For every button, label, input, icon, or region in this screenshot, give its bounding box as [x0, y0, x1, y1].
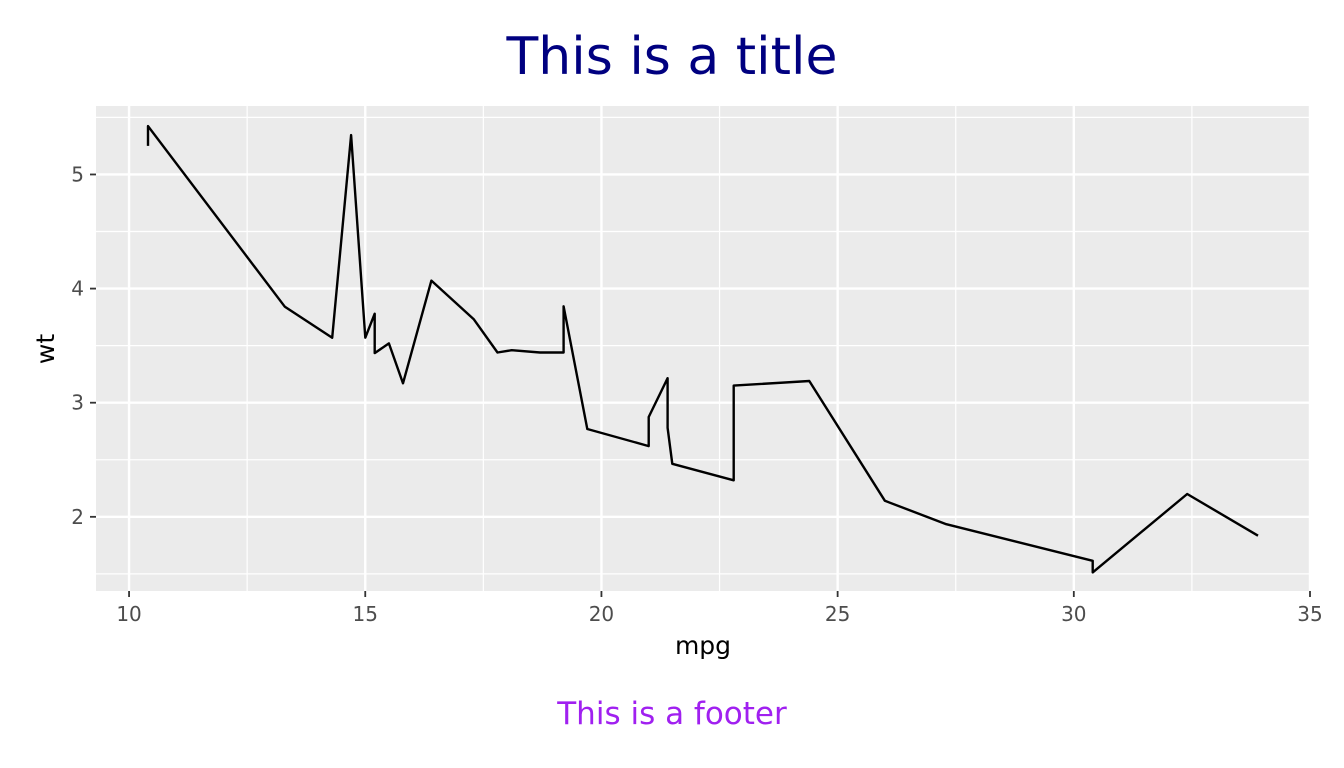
y-axis: 2 3 4 5	[71, 162, 96, 529]
x-tick-label: 20	[589, 602, 614, 626]
series-line-0	[146, 124, 1259, 574]
y-tick-label: 4	[71, 277, 84, 301]
y-tick-label: 5	[71, 162, 84, 186]
x-tick-label: 30	[1061, 602, 1086, 626]
x-tick-label: 35	[1297, 602, 1322, 626]
x-axis-title: mpg	[675, 631, 731, 660]
x-axis: 10 15 20 25 30 35	[116, 591, 1323, 626]
plot-panel	[96, 106, 1310, 591]
chart-title: This is a title	[506, 27, 838, 87]
series-layer	[146, 124, 1259, 574]
grid-minor	[96, 106, 1310, 591]
grid-major	[96, 106, 1312, 591]
chart-footer: This is a footer	[556, 696, 787, 732]
x-tick-label: 10	[116, 602, 141, 626]
x-tick-label: 15	[353, 602, 378, 626]
y-tick-label: 2	[71, 505, 84, 529]
y-tick-label: 3	[71, 391, 84, 415]
y-axis-title: wt	[31, 334, 60, 364]
x-tick-label: 25	[825, 602, 850, 626]
